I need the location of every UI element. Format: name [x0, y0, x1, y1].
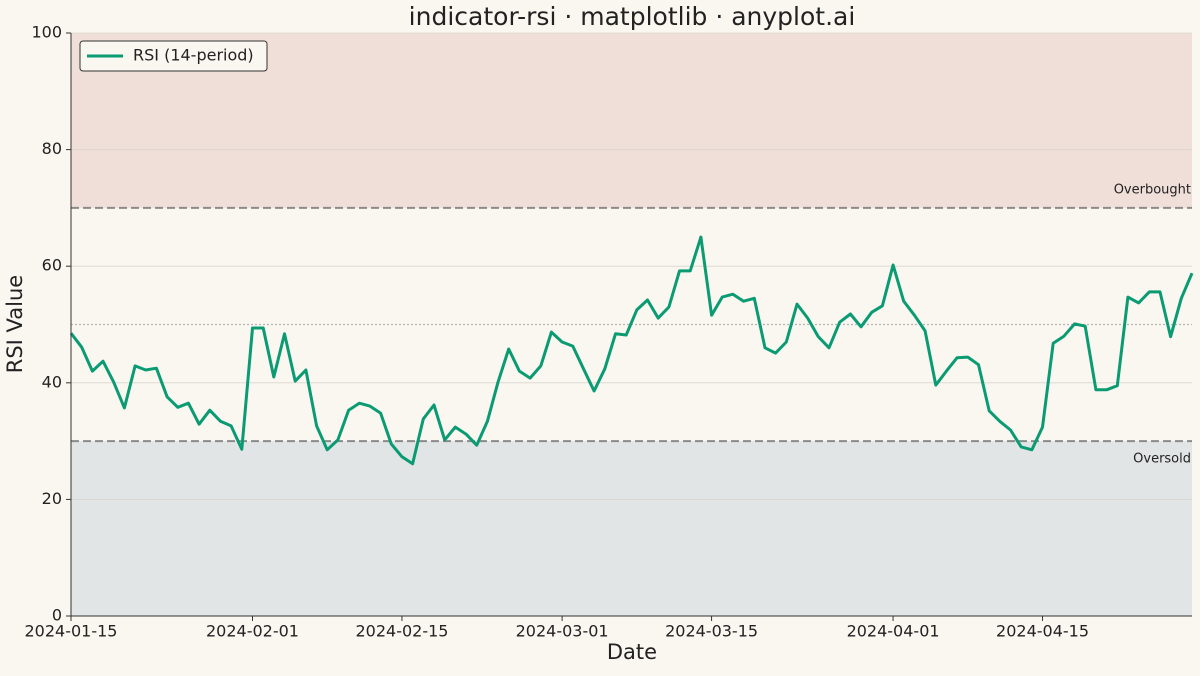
x-tick-label: 2024-01-15	[25, 622, 118, 641]
legend-label: RSI (14-period)	[133, 46, 254, 65]
oversold-label: Oversold	[1133, 452, 1191, 467]
y-tick-label: 40	[42, 372, 62, 391]
legend-box	[79, 40, 268, 72]
x-tick-label: 2024-03-15	[665, 622, 758, 641]
y-tick-label: 0	[52, 606, 62, 625]
overbought-label: Overbought	[1114, 182, 1191, 197]
rsi-line	[69, 235, 1194, 466]
x-tick-label: 2024-02-01	[206, 622, 299, 641]
x-tick-label: 2024-03-01	[516, 622, 609, 641]
x-tick-label: 2024-04-15	[996, 622, 1089, 641]
y-tick-label: 20	[42, 489, 62, 508]
chart-title: indicator-rsi · matplotlib · anyplot.ai	[409, 2, 856, 31]
x-axis-label: Date	[607, 640, 657, 664]
oversold-zone	[71, 441, 1192, 616]
y-tick-label: 80	[42, 139, 62, 158]
x-tick-label: 2024-02-15	[355, 622, 448, 641]
y-tick-label: 60	[42, 256, 62, 275]
x-tick-label: 2024-04-01	[847, 622, 940, 641]
y-axis-label: RSI Value	[3, 275, 27, 373]
y-tick-label: 100	[31, 23, 62, 42]
